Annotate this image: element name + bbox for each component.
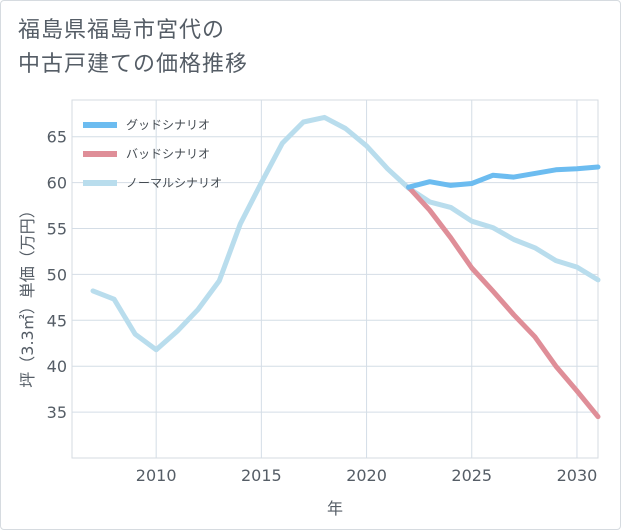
x-tick-label: 2020 bbox=[346, 466, 387, 485]
series-line-3 bbox=[90, 114, 601, 353]
x-tick-label: 2030 bbox=[557, 466, 598, 485]
y-tick-label: 40 bbox=[47, 357, 67, 376]
y-tick-label: 55 bbox=[47, 220, 67, 239]
x-axis-label: 年 bbox=[327, 499, 343, 518]
legend-label: グッドシナリオ bbox=[126, 118, 210, 132]
plot-area bbox=[71, 99, 599, 459]
chart-title: 福島県福島市宮代の 中古戸建ての価格推移 bbox=[18, 18, 249, 77]
grid bbox=[72, 100, 598, 458]
y-tick-label: 45 bbox=[47, 311, 67, 330]
series-lines bbox=[90, 114, 601, 420]
x-tick-label: 2025 bbox=[451, 466, 492, 485]
x-tick-label: 2010 bbox=[136, 466, 177, 485]
y-tick-label: 60 bbox=[47, 174, 67, 193]
y-axis-label: 坪（3.3㎡）単価（万円） bbox=[18, 202, 37, 387]
legend-label: バッドシナリオ bbox=[126, 147, 210, 161]
y-tick-label: 65 bbox=[47, 128, 67, 147]
y-ticks: 35 40 45 50 55 60 65 bbox=[47, 128, 67, 422]
series-line-1 bbox=[406, 164, 601, 190]
x-ticks: 2010 2015 2020 2025 2030 bbox=[136, 466, 598, 485]
series-line-2 bbox=[406, 184, 601, 420]
y-tick-label: 35 bbox=[47, 403, 67, 422]
legend-label: ノーマルシナリオ bbox=[126, 176, 222, 190]
y-tick-label: 50 bbox=[47, 265, 67, 284]
x-tick-label: 2015 bbox=[241, 466, 282, 485]
